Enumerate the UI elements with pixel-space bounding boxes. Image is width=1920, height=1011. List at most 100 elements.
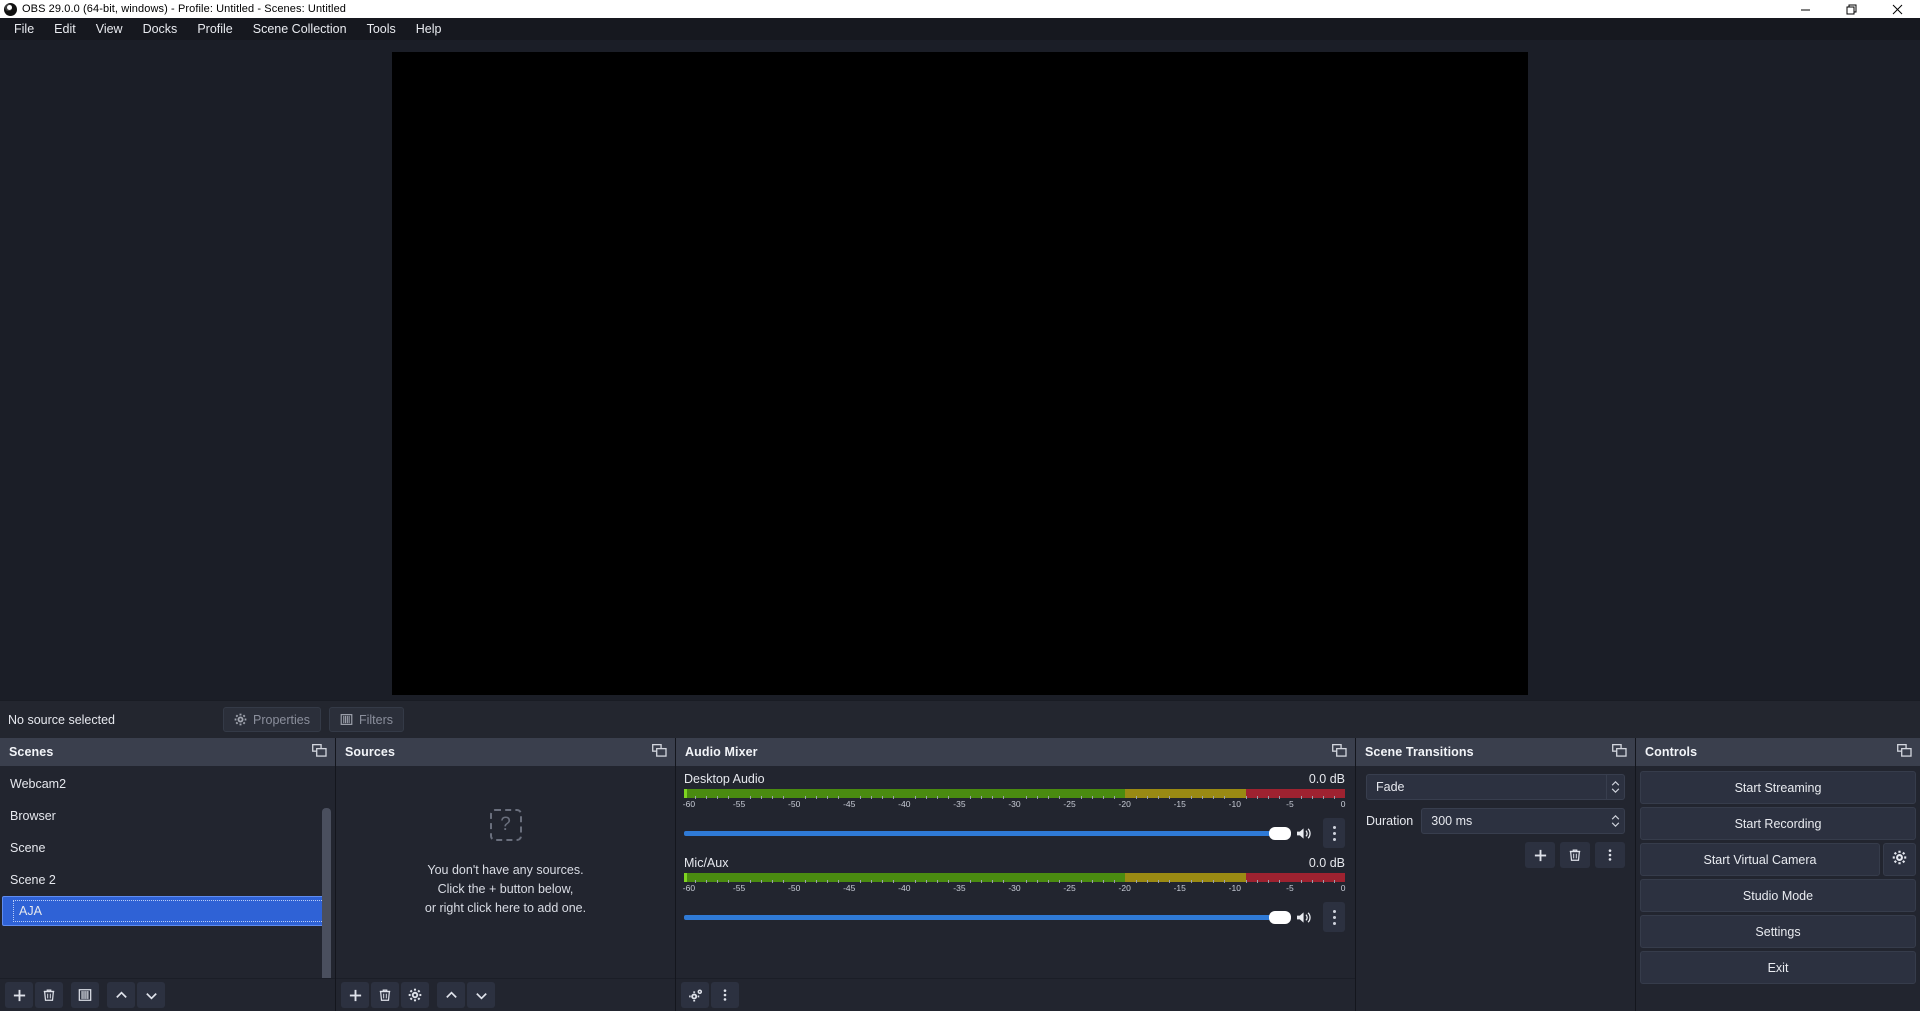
meter-tick-label: -5	[1286, 883, 1294, 893]
remove-transition-button[interactable]	[1560, 842, 1590, 868]
float-window-icon[interactable]	[1332, 743, 1347, 760]
settings-button[interactable]: Settings	[1640, 915, 1916, 948]
meter-tick-mark	[783, 880, 785, 883]
add-transition-button[interactable]	[1525, 842, 1555, 868]
add-scene-button[interactable]	[5, 982, 33, 1008]
chevron-updown-icon[interactable]	[1606, 775, 1624, 799]
menu-tools[interactable]: Tools	[366, 22, 396, 36]
menu-scene-collection[interactable]: Scene Collection	[252, 22, 347, 36]
filters-button-label: Filters	[358, 712, 394, 727]
float-window-icon[interactable]	[1612, 743, 1627, 760]
scene-transitions-body[interactable]: Fade Duration 300 ms	[1356, 766, 1635, 1011]
mute-speaker-icon[interactable]	[1291, 910, 1317, 925]
scenes-list[interactable]: Webcam2 Browser Scene Scene 2 AJA	[0, 766, 335, 978]
source-properties-button[interactable]	[401, 982, 429, 1008]
float-window-icon[interactable]	[1897, 743, 1912, 760]
remove-scene-button[interactable]	[35, 982, 63, 1008]
remove-source-button[interactable]	[371, 982, 399, 1008]
preview-area[interactable]	[0, 40, 1920, 700]
scene-item-scene[interactable]: Scene	[0, 832, 335, 864]
exit-button[interactable]: Exit	[1640, 951, 1916, 984]
menu-file[interactable]: File	[14, 22, 35, 36]
meter-tick-mark	[1300, 796, 1302, 799]
controls-dock-header: Controls	[1636, 738, 1920, 766]
advanced-audio-properties-button[interactable]	[681, 982, 709, 1008]
menu-help[interactable]: Help	[415, 22, 442, 36]
mute-speaker-icon[interactable]	[1291, 826, 1317, 841]
start-virtual-camera-button[interactable]: Start Virtual Camera	[1640, 843, 1880, 876]
meter-tick-mark	[706, 880, 708, 883]
start-streaming-button[interactable]: Start Streaming	[1640, 771, 1916, 804]
meter-tick-mark	[992, 880, 994, 883]
sources-empty-line-2: Click the + button below,	[437, 881, 574, 896]
scenes-toolbar	[0, 978, 335, 1011]
studio-mode-button[interactable]: Studio Mode	[1640, 879, 1916, 912]
meter-tick-mark	[1080, 796, 1082, 799]
meter-tick-mark	[1047, 796, 1049, 799]
restore-button[interactable]	[1828, 0, 1874, 18]
start-recording-button[interactable]: Start Recording	[1640, 807, 1916, 840]
meter-scale-desktop: -60 -55 -50 -45 -40 -35 -30 -25 -20 -15 -10 -5 0	[683, 796, 1345, 814]
meter-tick-mark	[860, 880, 862, 883]
chevron-updown-icon[interactable]	[1606, 809, 1624, 833]
meter-tick-mark	[1157, 880, 1159, 883]
scene-item-webcam2[interactable]: Webcam2	[0, 768, 335, 800]
float-window-icon[interactable]	[312, 743, 327, 760]
move-source-up-button[interactable]	[437, 982, 465, 1008]
float-window-icon[interactable]	[652, 743, 667, 760]
volume-slider[interactable]	[684, 822, 1291, 844]
mixer-channel-menu-button[interactable]	[1323, 902, 1345, 932]
audio-mixer-body[interactable]: Desktop Audio 0.0 dB -60 -55 -50 -45 -40 -35-…	[676, 766, 1355, 978]
meter-tick-mark	[1201, 880, 1203, 883]
controls-body[interactable]: Start Streaming Start Recording Start Vi…	[1636, 766, 1920, 1011]
meter-tick-mark	[838, 880, 840, 883]
meter-tick-mark	[1190, 880, 1192, 883]
close-button[interactable]	[1874, 0, 1920, 18]
sources-list-body[interactable]: ? You don't have any sources. Click the …	[336, 766, 675, 978]
meter-tick-mark	[1135, 880, 1137, 883]
meter-tick-mark	[1300, 880, 1302, 883]
scene-filters-button[interactable]	[71, 982, 99, 1008]
virtual-camera-settings-button[interactable]	[1883, 843, 1916, 876]
scene-item-scene-2[interactable]: Scene 2	[0, 864, 335, 896]
scenes-list-body[interactable]: Webcam2 Browser Scene Scene 2 AJA	[0, 766, 335, 978]
meter-tick-mark	[805, 796, 807, 799]
move-scene-down-button[interactable]	[137, 982, 165, 1008]
transition-select[interactable]: Fade	[1366, 774, 1625, 800]
add-source-button[interactable]	[341, 982, 369, 1008]
duration-input[interactable]: 300 ms	[1421, 808, 1625, 834]
mixer-channel-desktop-audio: Desktop Audio 0.0 dB -60 -55 -50 -45 -40 -35-…	[683, 772, 1345, 848]
scene-item-label: Browser	[10, 809, 56, 823]
meter-tick-mark	[860, 796, 862, 799]
sources-empty-state: ? You don't have any sources. Click the …	[336, 766, 675, 978]
scene-item-aja[interactable]: AJA	[2, 896, 329, 926]
meter-tick-label: -60	[682, 883, 696, 893]
volume-slider-handle[interactable]	[1269, 910, 1291, 924]
menu-profile[interactable]: Profile	[197, 22, 233, 36]
menu-docks[interactable]: Docks	[142, 22, 178, 36]
meter-tick-mark	[1267, 796, 1269, 799]
mixer-channel-menu-button[interactable]	[1323, 818, 1345, 848]
move-source-down-button[interactable]	[467, 982, 495, 1008]
scene-item-browser[interactable]: Browser	[0, 800, 335, 832]
preview-canvas[interactable]	[392, 52, 1528, 695]
meter-tick-mark	[1102, 880, 1104, 883]
volume-slider[interactable]	[684, 906, 1291, 928]
meter-tick-label: -15	[1173, 799, 1186, 809]
meter-tick-mark	[1168, 880, 1170, 883]
transition-properties-button[interactable]	[1595, 842, 1625, 868]
scenes-scrollbar[interactable]	[322, 808, 331, 978]
filters-button[interactable]: Filters	[328, 707, 405, 732]
scene-rename-input[interactable]: AJA	[13, 900, 324, 922]
transition-select-value: Fade	[1376, 780, 1405, 794]
scene-item-label: Webcam2	[10, 777, 67, 791]
properties-button[interactable]: Properties	[223, 707, 321, 732]
volume-slider-handle[interactable]	[1269, 826, 1291, 840]
menu-view[interactable]: View	[95, 22, 123, 36]
move-scene-up-button[interactable]	[107, 982, 135, 1008]
audio-mixer-menu-button[interactable]	[711, 982, 739, 1008]
minimize-button[interactable]	[1782, 0, 1828, 18]
meter-tick-mark	[1245, 880, 1247, 883]
meter-tick-mark	[1333, 880, 1335, 883]
menu-edit[interactable]: Edit	[54, 22, 76, 36]
